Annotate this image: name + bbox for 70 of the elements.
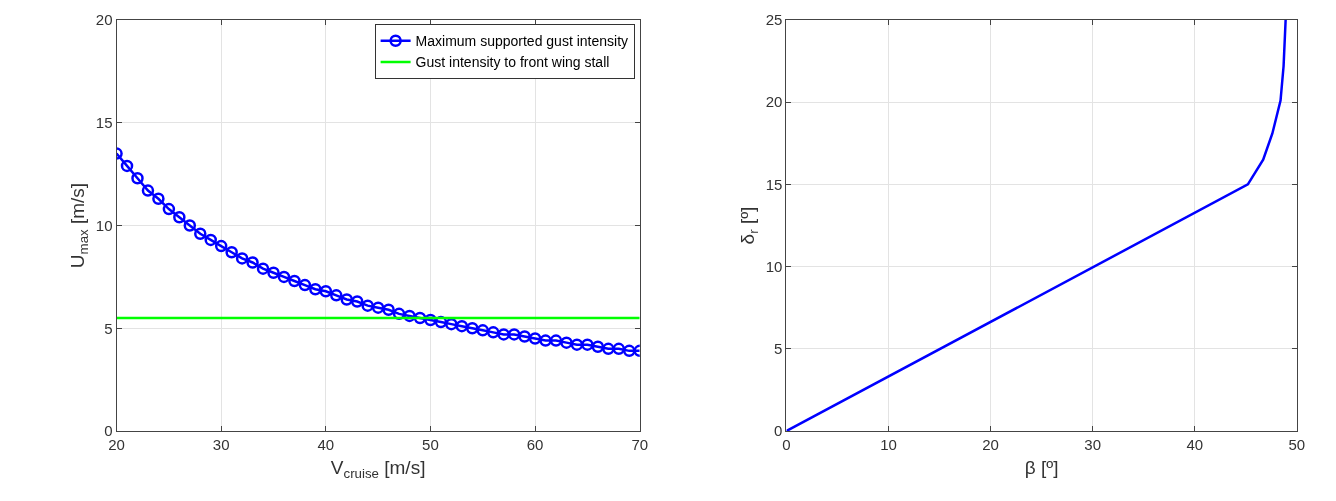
point	[214, 239, 228, 253]
point	[518, 330, 531, 343]
point	[204, 233, 217, 247]
point	[120, 159, 134, 173]
line-series	[786, 20, 1287, 431]
x-tick-label: 50	[422, 436, 439, 453]
point	[539, 334, 552, 347]
point	[350, 295, 364, 308]
y-tick-label: 15	[95, 114, 113, 131]
point	[549, 334, 563, 347]
point	[225, 245, 238, 259]
x-tick-label: 30	[1084, 436, 1102, 453]
point	[455, 319, 469, 333]
point	[382, 303, 395, 317]
point	[570, 338, 584, 351]
y-tick-label: 20	[95, 11, 113, 29]
y-tick-label: 5	[774, 340, 783, 358]
x-axis-title: β [º]	[1024, 456, 1059, 478]
y-tick-label: 15	[765, 175, 783, 193]
point	[560, 336, 573, 349]
point	[162, 202, 176, 216]
point	[235, 252, 249, 265]
point	[288, 274, 301, 288]
point	[612, 342, 626, 356]
x-tick-label: 10	[880, 436, 897, 453]
point	[581, 338, 594, 351]
point	[131, 171, 144, 185]
x-axis-title: V$_{cruise}$ [m/s]	[330, 456, 426, 481]
point	[340, 293, 353, 306]
point	[330, 289, 343, 302]
y-tick-label: 0	[104, 422, 113, 440]
point	[371, 301, 385, 314]
y-tick-label: 10	[95, 216, 113, 234]
point	[602, 342, 615, 356]
y-tick-label: 20	[765, 93, 783, 111]
point	[466, 322, 479, 335]
point	[486, 326, 500, 339]
y-tick-label: 25	[765, 11, 783, 29]
x-tick-label: 50	[1288, 436, 1306, 453]
point	[277, 270, 291, 284]
x-tick-label: 40	[317, 436, 335, 453]
point	[141, 184, 155, 197]
point	[183, 219, 197, 232]
point	[267, 266, 280, 280]
x-tick-label: 40	[1186, 436, 1204, 453]
point	[256, 262, 270, 275]
point	[623, 344, 636, 358]
point	[497, 328, 510, 341]
point	[528, 332, 542, 345]
point	[591, 340, 605, 353]
legend-label: Maximum supported gust intensity	[415, 33, 629, 50]
x-tick-label: 60	[526, 436, 544, 453]
point	[319, 285, 333, 298]
point	[309, 282, 322, 296]
point	[361, 299, 374, 312]
x-tick-label: 20	[982, 436, 999, 453]
point	[194, 227, 207, 240]
point	[298, 278, 312, 292]
y-tick-label: 0	[774, 422, 783, 440]
point	[152, 192, 165, 206]
y-tick-label: 10	[765, 257, 783, 275]
y-tick-label: 5	[104, 319, 113, 337]
x-tick-label: 30	[212, 436, 230, 453]
point	[246, 256, 259, 269]
point	[507, 328, 521, 341]
point	[476, 324, 490, 337]
point	[173, 211, 186, 224]
legend-label: Gust intensity to front wing stall	[415, 54, 610, 71]
point	[445, 317, 458, 331]
x-tick-label: 70	[631, 436, 649, 453]
